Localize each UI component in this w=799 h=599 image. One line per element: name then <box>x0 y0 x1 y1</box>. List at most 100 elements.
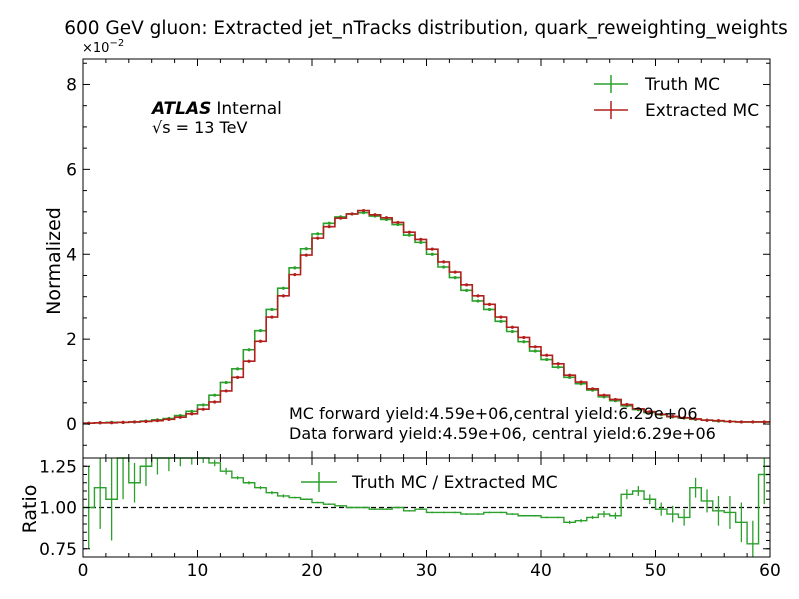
series-truth-point <box>247 348 251 352</box>
series-extracted-point <box>304 253 308 257</box>
ratio-legend-marker <box>301 472 337 492</box>
series-extracted-point <box>453 270 457 274</box>
series-extracted-point <box>613 397 618 402</box>
y-tick-label: 2 <box>66 330 77 350</box>
series-extracted-point <box>419 237 423 241</box>
series-truth-point <box>464 288 469 292</box>
series-truth-point <box>453 276 457 280</box>
scale-factor-exponent: −2 <box>109 38 124 49</box>
series-extracted-point <box>350 212 354 216</box>
legend-marker-truth <box>594 75 628 93</box>
series-extracted-point <box>590 387 595 391</box>
y-tick-label: 6 <box>66 160 77 180</box>
series-truth-point <box>545 357 549 362</box>
main-histograms <box>83 208 770 425</box>
series-extracted-point <box>430 247 434 251</box>
series-extracted-point <box>384 216 389 220</box>
series-extracted-point <box>739 420 743 424</box>
series-truth-point <box>499 319 503 323</box>
series-extracted-point <box>522 335 526 340</box>
energy-label: √s = 13 TeV <box>152 118 247 137</box>
ratio-y-tick-label: 0.75 <box>39 540 77 560</box>
ratio-legend: Truth MC / Extracted MC <box>301 472 558 493</box>
y-tick-label: 4 <box>66 245 77 265</box>
series-extracted-point <box>144 419 148 424</box>
series-extracted-point <box>258 339 263 343</box>
series-extracted-point <box>476 294 480 298</box>
series-truth-point <box>190 409 194 413</box>
legend-truth-label: Truth MC <box>644 75 720 95</box>
series-extracted-point <box>121 420 125 424</box>
series-extracted-point <box>270 315 274 319</box>
series-extracted-point <box>487 302 492 306</box>
series-truth-point <box>270 307 274 312</box>
chart-title: 600 GeV gluon: Extracted jet_nTracks dis… <box>64 18 788 39</box>
series-extracted-point <box>396 220 400 225</box>
series-extracted-point <box>98 421 102 425</box>
x-tick-label: 60 <box>759 561 781 581</box>
y-tick-label: 0 <box>66 415 77 435</box>
series-extracted-point <box>682 416 686 420</box>
series-extracted-point <box>625 402 629 407</box>
series-extracted-point <box>510 325 514 329</box>
y-axis-label: Normalized <box>43 207 65 315</box>
annotation-data-yield: Data forward yield:4.59e+06, central yie… <box>289 424 716 443</box>
ratio-y-tick-label: 1.00 <box>39 499 77 519</box>
series-extracted-point <box>659 412 663 416</box>
series-extracted-point <box>132 420 137 424</box>
series-extracted-point <box>167 417 171 421</box>
series-extracted-point <box>499 315 503 319</box>
series-extracted-point <box>316 236 320 240</box>
series-extracted-point <box>442 260 446 264</box>
ratio-panel <box>83 457 770 557</box>
x-tick-label: 10 <box>187 561 209 581</box>
series-extracted-point <box>201 407 205 411</box>
series-extracted-point <box>178 415 182 419</box>
series-extracted-point <box>648 410 652 414</box>
x-tick-label: 30 <box>416 561 438 581</box>
series-extracted-point <box>533 345 537 349</box>
x-tick-label: 0 <box>78 561 89 581</box>
series-truth-point <box>476 299 480 303</box>
series-extracted-point <box>224 389 228 393</box>
series-truth-point <box>281 286 285 290</box>
series-extracted-point <box>281 294 285 298</box>
series-truth-point <box>327 221 331 225</box>
series-truth-point <box>510 329 514 334</box>
series-truth-point <box>224 380 228 385</box>
series-extracted-point <box>339 216 343 220</box>
series-truth-point <box>419 240 423 244</box>
series-extracted-point <box>327 225 331 229</box>
series-extracted-point <box>728 419 732 424</box>
series-extracted-point <box>602 393 606 397</box>
series-extracted-point <box>464 283 469 287</box>
ratio-y-axis-label: Ratio <box>19 485 41 534</box>
series-extracted-point <box>671 414 675 418</box>
series-extracted-point <box>110 421 114 425</box>
ratio-plot-frame <box>82 457 771 558</box>
legend-extracted-label: Extracted MC <box>645 101 759 121</box>
series-truth-point <box>487 307 492 312</box>
series-extracted-point <box>373 213 377 217</box>
series-extracted-point <box>235 375 240 379</box>
atlas-internal: Internal <box>216 99 282 119</box>
legend: Truth MC Extracted MC <box>594 75 759 121</box>
atlas-label: ATLAS Internal <box>150 99 282 119</box>
legend-marker-extracted <box>594 101 628 119</box>
series-truth-point <box>533 349 537 353</box>
series-extracted-point <box>293 273 297 277</box>
series-truth-point <box>304 247 308 251</box>
series-truth-point <box>522 340 526 344</box>
series-truth-point <box>213 393 217 397</box>
series-extracted-point <box>545 353 549 357</box>
atlas-bold: ATLAS <box>150 99 211 119</box>
series-truth-point <box>442 265 446 269</box>
series-truth-point <box>407 233 411 237</box>
series-truth-point <box>316 232 320 236</box>
series-extracted-point <box>407 230 411 234</box>
series-extracted-point <box>568 373 572 377</box>
series-truth-point <box>201 403 205 407</box>
series-extracted-point <box>579 380 583 384</box>
annotation-mc-yield: MC forward yield:4.59e+06,central yield:… <box>289 404 698 423</box>
